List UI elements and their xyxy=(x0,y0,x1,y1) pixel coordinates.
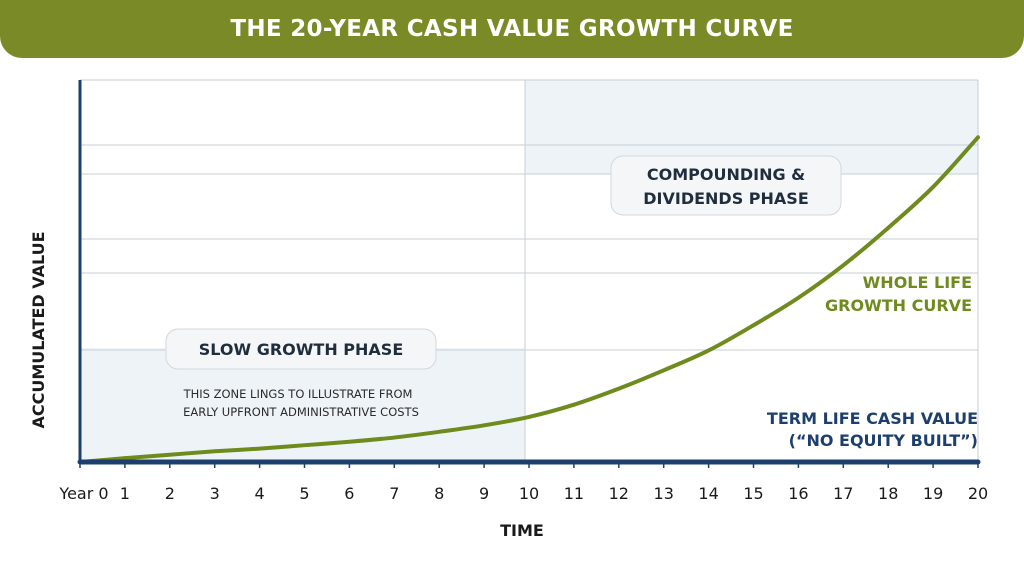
x-tick-label: 3 xyxy=(210,484,220,503)
x-tick-label: 10 xyxy=(519,484,539,503)
x-tick-label: 16 xyxy=(788,484,808,503)
x-tick-label: 12 xyxy=(609,484,629,503)
term-label-2: (“NO EQUITY BUILT”) xyxy=(789,431,978,450)
x-tick-label: 1 xyxy=(120,484,130,503)
compounding-line-2: DIVIDENDS PHASE xyxy=(643,189,809,208)
slow-growth-box xyxy=(165,328,437,370)
compounding-callout: COMPOUNDING & DIVIDENDS PHASE xyxy=(610,155,842,216)
x-tick-label: 14 xyxy=(698,484,718,503)
growth-chart: Year 0 1 2 3 4 5 6 7 8 9 10 11 12 13 14 15 16 17 18 19 20 TI… xyxy=(29,79,988,540)
x-tick-label: 19 xyxy=(923,484,943,503)
whole-life-label-2: GROWTH CURVE xyxy=(825,296,972,315)
x-tick-label: 5 xyxy=(299,484,309,503)
slow-growth-note-2: EARLY UPFRONT ADMINISTRATIVE COSTS xyxy=(183,405,419,419)
chart-title: THE 20-YEAR CASH VALUE GROWTH CURVE xyxy=(230,16,794,42)
x-tick-label: 15 xyxy=(743,484,763,503)
x-tick-label: 9 xyxy=(479,484,489,503)
x-tick-label: 18 xyxy=(878,484,898,503)
x-tick-label: 7 xyxy=(389,484,399,503)
x-tick-label: 6 xyxy=(344,484,354,503)
x-tick-label: 13 xyxy=(654,484,674,503)
y-axis-label: ACCUMULATED VALUE xyxy=(29,231,48,428)
compounding-box xyxy=(610,155,842,216)
compounding-line-1: COMPOUNDING & xyxy=(647,165,805,184)
slow-growth-note-1: THIS ZONE LINGS TO ILLUSTRATE FROM xyxy=(183,387,413,401)
x-tick-label: 20 xyxy=(968,484,988,503)
x-axis-label: TIME xyxy=(500,521,544,540)
x-tick-label: 4 xyxy=(255,484,265,503)
title-banner: THE 20-YEAR CASH VALUE GROWTH CURVE xyxy=(0,0,1024,58)
x-tick-label: 11 xyxy=(564,484,584,503)
whole-life-series-line xyxy=(78,135,980,464)
whole-life-label-1: WHOLE LIFE xyxy=(863,273,972,292)
slow-growth-callout: SLOW GROWTH PHASE THIS ZONE LINGS TO ILL… xyxy=(165,328,437,419)
term-label-1: TERM LIFE CASH VALUE xyxy=(767,409,978,428)
x-tick-labels: Year 0 1 2 3 4 5 6 7 8 9 10 11 12 13 14 15 16 17 18 19 20 xyxy=(58,462,988,503)
x-tick-label: 2 xyxy=(165,484,175,503)
x-tick-label: Year 0 xyxy=(58,484,108,503)
x-tick-label: 8 xyxy=(434,484,444,503)
slow-growth-title: SLOW GROWTH PHASE xyxy=(199,340,404,359)
chart-area: Year 0 1 2 3 4 5 6 7 8 9 10 11 12 13 14 15 16 17 18 19 20 TI… xyxy=(0,58,1024,559)
x-tick-label: 17 xyxy=(833,484,853,503)
